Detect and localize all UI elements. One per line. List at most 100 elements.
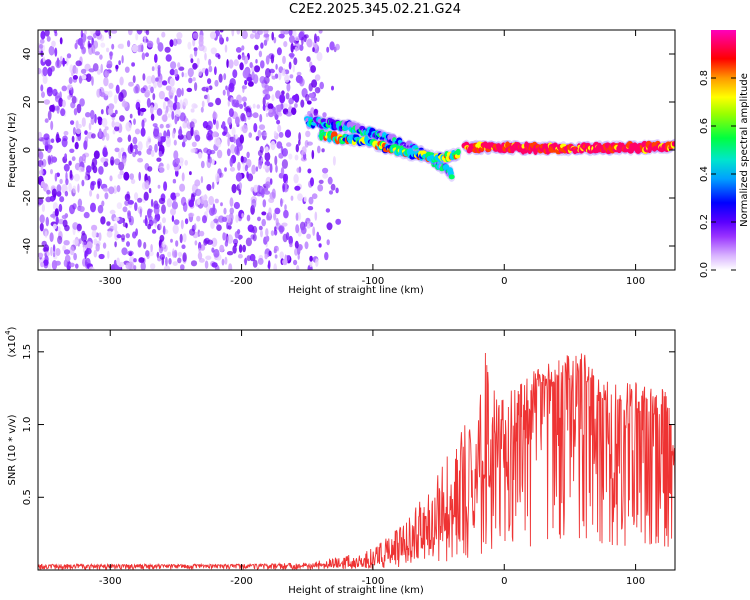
noise-blob [265,55,270,65]
noise-blob [161,256,165,266]
noise-blob [219,34,223,44]
noise-blob [75,67,79,75]
noise-blob [147,208,152,219]
y-tick-label: 0 [22,147,33,153]
noise-blob [234,242,238,247]
noise-blob [97,204,104,214]
noise-blob [76,103,82,114]
noise-blob [88,43,92,48]
noise-blob [216,139,222,148]
noise-blob [284,74,290,83]
noise-blob [306,100,312,105]
noise-blob [91,224,98,231]
noise-blob [176,32,183,39]
noise-blob [178,128,183,136]
noise-blob [153,125,160,136]
noise-blob [258,225,263,231]
noise-blob [57,226,61,233]
noise-blob [192,77,196,82]
noise-blob [81,153,87,162]
noise-blob [289,53,294,59]
noise-blob [310,97,318,102]
noise-blob [304,34,309,39]
noise-blob [118,60,121,66]
noise-blob [125,233,130,239]
noise-blob [170,208,176,216]
noise-blob [61,138,68,148]
noise-blob [101,117,108,128]
noise-blob [189,228,196,236]
noise-blob [279,30,285,34]
x-tick-label: -100 [362,276,385,287]
noise-blob [221,216,228,222]
noise-blob [100,42,106,48]
noise-blob [329,41,335,51]
noise-blob [91,76,94,86]
noise-blob [237,161,241,171]
noise-blob [159,234,165,242]
noise-blob [258,124,266,130]
noise-blob [229,197,234,207]
noise-blob [173,150,179,160]
noise-blob [275,165,278,173]
noise-blob [307,110,312,116]
snr-y-tick-label: 1.0 [22,417,33,433]
noise-blob [251,71,255,81]
noise-blob [289,74,294,79]
noise-blob [241,213,244,218]
noise-blob [259,76,266,84]
noise-blob [192,32,199,39]
noise-blob [59,37,63,45]
noise-blob [51,40,56,47]
noise-blob [135,228,139,237]
noise-blob [65,57,69,66]
noise-blob [101,200,105,207]
noise-blob [145,52,149,57]
noise-blob [81,117,86,127]
noise-blob [294,154,299,161]
signal-blob [448,174,455,180]
noise-blob [225,85,228,91]
noise-blob [122,222,127,228]
noise-blob [90,117,95,125]
noise-blob [78,238,82,245]
noise-blob [267,93,270,100]
noise-blob [182,122,187,129]
snr-multiplier-base: (x10 [7,335,18,358]
noise-blob [297,244,303,251]
noise-blob [116,202,123,210]
noise-blob [265,228,269,237]
noise-blob [121,55,124,64]
noise-blob [111,43,115,50]
noise-blob [114,147,120,153]
colorbar-tick-label: 0.2 [699,214,710,230]
noise-blob [137,106,141,116]
noise-blob [177,257,182,264]
noise-blob [116,234,122,239]
noise-blob [210,47,217,55]
noise-blob [246,158,252,168]
noise-blob [298,132,301,142]
noise-blob [50,120,54,131]
noise-blob [255,59,258,64]
noise-blob [165,54,172,62]
noise-blob [280,167,285,176]
noise-blob [294,248,299,256]
noise-blob [267,85,274,92]
noise-blob [90,180,97,186]
noise-blob [194,48,198,57]
noise-blob [81,241,87,246]
noise-blob [321,148,325,153]
noise-blob [179,233,183,244]
noise-blob [281,159,288,169]
noise-blob [238,244,243,253]
noise-blob [222,89,226,96]
noise-blob [169,39,174,47]
noise-blob [260,157,264,162]
noise-blob [77,198,83,208]
noise-blob [130,142,133,153]
noise-blob [158,90,165,100]
noise-blob [199,230,205,237]
noise-blob [162,101,166,110]
snr-multiplier: (x104) [4,326,18,357]
